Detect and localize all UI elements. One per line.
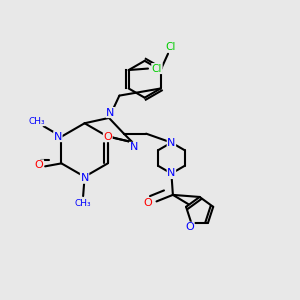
Text: CH₃: CH₃: [75, 199, 92, 208]
Text: N: N: [167, 169, 176, 178]
Text: N: N: [106, 108, 115, 118]
Text: N: N: [80, 173, 89, 183]
Text: O: O: [143, 198, 152, 208]
Text: N: N: [54, 132, 62, 142]
Text: N: N: [167, 138, 176, 148]
Text: Cl: Cl: [152, 64, 162, 74]
Text: O: O: [35, 160, 44, 170]
Text: O: O: [103, 132, 112, 142]
Text: N: N: [129, 142, 138, 152]
Text: CH₃: CH₃: [29, 117, 45, 126]
Text: Cl: Cl: [166, 42, 176, 52]
Text: O: O: [185, 222, 194, 232]
